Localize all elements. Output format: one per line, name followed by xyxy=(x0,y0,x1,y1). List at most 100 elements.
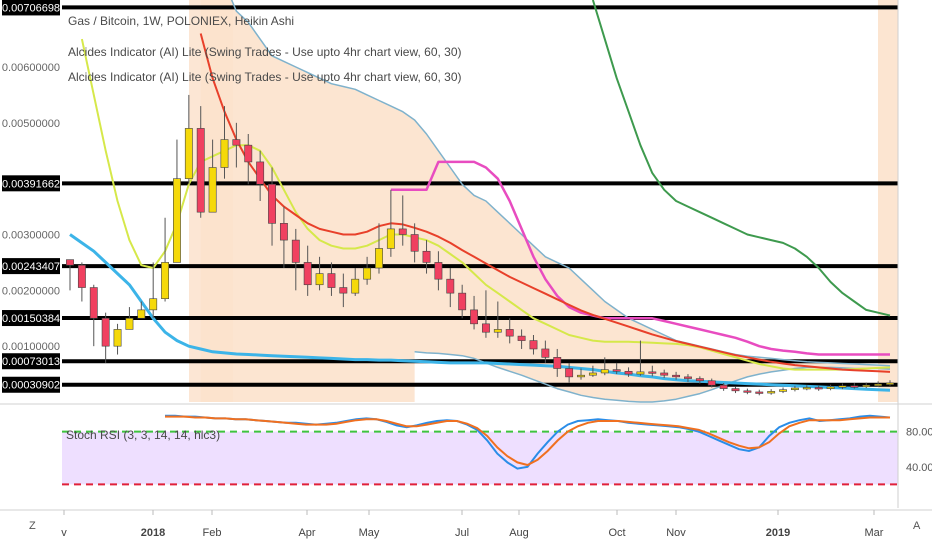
candle-body xyxy=(434,262,443,280)
candle-body xyxy=(363,267,372,280)
candle-body xyxy=(232,139,241,146)
candle-body xyxy=(268,183,276,224)
candle-body xyxy=(838,385,847,388)
candle-body xyxy=(553,357,562,369)
candle-body xyxy=(315,273,324,286)
candle-body xyxy=(541,348,550,358)
candle-body xyxy=(529,340,538,350)
candle-body xyxy=(161,262,170,300)
candle-layer xyxy=(66,94,894,396)
bollinger-upper-line xyxy=(230,0,891,367)
candle-body xyxy=(577,374,585,378)
stoch-band xyxy=(62,431,898,485)
time-tick-label: v xyxy=(61,527,67,539)
candle-body xyxy=(482,323,490,333)
price-tick-label: 0.00600000 xyxy=(2,62,60,74)
stoch-scale-label: 80.00 xyxy=(906,427,932,439)
time-tick-label: Jul xyxy=(455,527,469,539)
candle-body xyxy=(719,384,728,389)
candle-body xyxy=(814,387,823,390)
green-line xyxy=(591,0,891,317)
candle-body xyxy=(731,388,740,392)
candle-body xyxy=(672,374,681,378)
candle-body xyxy=(767,391,776,394)
candle-body xyxy=(196,128,205,213)
candle-body xyxy=(850,385,859,388)
candle-body xyxy=(208,167,217,213)
price-level-tag-bg xyxy=(2,353,60,370)
candle-body xyxy=(220,139,229,168)
stoch-scale-label: 40.00 xyxy=(906,462,932,474)
candle-body xyxy=(113,329,122,347)
time-tick-label: Apr xyxy=(298,527,315,539)
candle-body xyxy=(826,386,835,389)
time-tick-label: Nov xyxy=(666,527,686,539)
stoch-rsi-title: Stoch RSI (3, 3, 14, 14, hlc3) xyxy=(66,428,221,442)
stoch-rsi-pane xyxy=(62,414,898,486)
candle-body xyxy=(755,391,764,394)
bollinger-fill xyxy=(200,0,890,402)
legend-symbol: Gas / Bitcoin, 1W, POLONIEX, Heikin Ashi xyxy=(68,14,295,28)
candle-body xyxy=(874,383,883,386)
time-tick-label: Feb xyxy=(203,527,222,539)
candle-body xyxy=(351,278,360,294)
legend-indicator-1: Alcides Indicator (AI) Lite (Swing Trade… xyxy=(68,45,462,59)
shaded-range-right xyxy=(878,0,898,402)
price-tick-label: 0.00200000 xyxy=(2,285,60,297)
candle-body xyxy=(446,278,455,294)
red-ma-line xyxy=(199,33,891,373)
candle-body xyxy=(695,378,704,382)
candle-body xyxy=(410,234,419,252)
time-tick-label: Oct xyxy=(608,527,625,539)
price-level-tag: 0.00150384 xyxy=(2,313,60,325)
magenta-line xyxy=(390,160,890,356)
yellow-ma-line xyxy=(80,38,891,371)
candle-body xyxy=(707,380,716,386)
candle-body xyxy=(779,389,787,392)
price-level-tag-bg xyxy=(2,310,60,327)
candle-body xyxy=(244,144,253,163)
candle-body xyxy=(149,298,158,311)
legend-indicator-2: Alcides Indicator (AI) Lite (Swing Trade… xyxy=(68,70,462,84)
price-level-tag: 0.00243407 xyxy=(2,261,60,273)
candle-body xyxy=(398,228,407,235)
candle-body xyxy=(77,264,86,288)
candle-body xyxy=(327,273,336,288)
price-level-tag: 0.00073013 xyxy=(2,356,60,368)
candle-body xyxy=(458,292,467,311)
candle-body xyxy=(493,329,502,333)
price-level-tag-bg xyxy=(2,175,60,192)
candle-body xyxy=(517,335,526,341)
time-tick-label: 2018 xyxy=(141,527,165,539)
candle-body xyxy=(256,161,265,185)
price-tick-label: 0.00500000 xyxy=(2,118,60,130)
candle-body xyxy=(565,368,574,378)
price-level-tag-bg xyxy=(2,376,60,393)
time-tick-label: May xyxy=(359,527,380,539)
candle-body xyxy=(886,382,894,385)
candle-body xyxy=(612,369,621,372)
band-fill-layer xyxy=(189,0,898,402)
price-level-tag: 0.00706698 xyxy=(2,2,60,14)
time-tick-label: Mar xyxy=(865,527,884,539)
price-tick-label: 0.00100000 xyxy=(2,341,60,353)
candle-body xyxy=(339,287,348,294)
price-level-tag: 0.00030902 xyxy=(2,380,60,392)
candle-body xyxy=(386,228,395,249)
candle-body xyxy=(279,223,288,241)
candle-body xyxy=(137,309,146,319)
indicator-lines xyxy=(69,0,891,403)
candle-body xyxy=(505,329,514,337)
candle-body xyxy=(375,248,383,269)
candle-body xyxy=(802,387,811,390)
auto-scale-button[interactable]: A xyxy=(913,520,921,532)
price-level-tag-bg xyxy=(2,258,60,275)
candle-body xyxy=(89,287,98,319)
candle-body xyxy=(600,369,609,374)
zoom-reset-button[interactable]: Z xyxy=(29,520,36,532)
candle-body xyxy=(291,239,300,263)
candle-body xyxy=(470,309,478,325)
candle-body xyxy=(648,371,657,374)
